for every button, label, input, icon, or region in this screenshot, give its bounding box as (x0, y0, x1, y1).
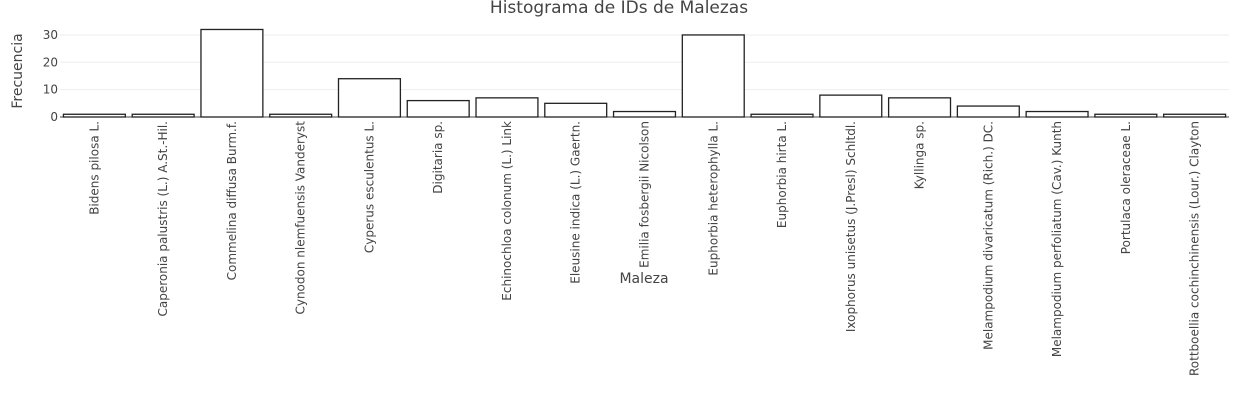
x-tick-label: Melampodium divaricatum (Rich.) DC. (981, 121, 995, 350)
bar (1094, 113, 1158, 118)
bar (131, 113, 195, 118)
bar (62, 113, 126, 118)
x-tick-label: Cyperus esculentus L. (362, 121, 376, 253)
x-tick-label: Emilia fosbergii Nicolson (638, 121, 652, 268)
x-axis-label: Maleza (619, 271, 668, 287)
bar (475, 97, 539, 118)
x-tick-label: Portulaca oleraceae L. (1119, 121, 1133, 254)
bar (956, 105, 1020, 118)
x-tick-label: Euphorbia heterophylla L. (706, 121, 720, 276)
bar (681, 34, 745, 118)
x-tick-label: Euphorbia hirta L. (775, 121, 789, 228)
x-tick-label: Echinochloa colonum (L.) Link (500, 121, 514, 301)
bar (269, 113, 333, 118)
bar (819, 94, 883, 118)
chart-title: Histograma de IDs de Malezas (490, 0, 748, 18)
x-tick-label: Commelina diffusa Burm.f. (225, 121, 239, 280)
y-axis-label: Frecuencia (10, 33, 26, 108)
bar (406, 99, 470, 118)
x-tick-label: Ixophorus unisetus (J.Presl) Schltdl. (844, 121, 858, 332)
x-tick-label: Cynodon nlemfuensis Vanderyst (294, 121, 308, 315)
x-tick-label: Kyllinga sp. (913, 121, 927, 189)
y-tick-label: 10 (43, 83, 58, 97)
bar (544, 102, 608, 118)
y-tick-label: 20 (43, 55, 58, 69)
bar (1163, 113, 1227, 118)
bar (612, 110, 677, 118)
x-tick-label: Rottboellia cochinchinensis (Lour.) Clay… (1188, 121, 1202, 376)
bar (1025, 110, 1089, 118)
bar (200, 28, 264, 118)
x-tick-label: Caperonia palustris (L.) A.St.-Hil. (156, 121, 170, 317)
x-tick-label: Eleusine indica (L.) Gaertn. (569, 121, 583, 284)
x-tick-label: Digitaria sp. (431, 121, 445, 194)
bar (887, 97, 952, 118)
bar (750, 113, 814, 118)
bar (337, 78, 402, 118)
y-tick-label: 30 (43, 28, 58, 42)
x-tick-label: Bidens pilosa L. (87, 121, 101, 215)
x-tick-label: Melampodium perfoliatum (Cav.) Kunth (1050, 121, 1064, 357)
y-tick-label: 0 (50, 110, 58, 124)
